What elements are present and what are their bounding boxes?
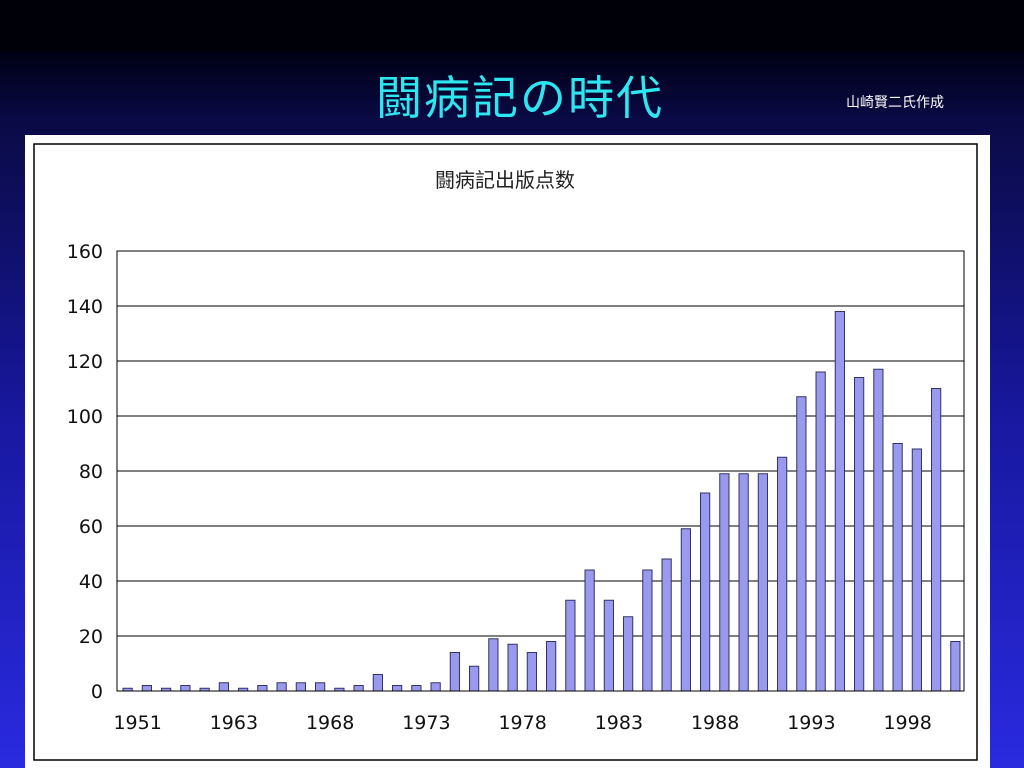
bar [719,473,730,692]
bar [180,685,191,692]
bar [950,641,961,692]
bar [738,473,749,692]
bar [700,492,711,692]
x-tick-label: 1988 [691,712,739,734]
bar [911,448,922,692]
x-tick-label: 1983 [595,712,643,734]
bar [931,388,942,692]
bar [276,682,287,692]
x-axis-ticks: 1951 1963 1968 1973 1978 1983 1988 1993 1998 [113,712,931,734]
y-tick-label: 120 [67,351,103,373]
bar [815,371,826,692]
bar [392,685,403,692]
x-tick-label: 1993 [787,712,835,734]
x-tick-label: 1963 [210,712,258,734]
bar [526,652,537,692]
chart-title: 闘病記出版点数 [435,168,575,192]
bar [546,641,557,692]
chart-panel: 闘病記出版点数 0 20 40 60 80 100 120 140 160 1951 1963 19… [25,135,990,768]
y-tick-label: 100 [67,406,103,428]
bar [873,368,884,692]
bar [295,682,306,692]
bar [623,616,634,692]
top-band [0,0,1024,52]
bar [507,643,518,692]
bar [892,443,903,692]
bar [603,599,614,692]
bar [777,456,788,692]
author-note: 山崎賢二氏作成 [846,95,944,111]
bar [565,599,576,692]
y-tick-label: 160 [67,241,103,263]
bar [430,682,441,692]
bar [315,682,326,692]
x-tick-label: 1968 [306,712,354,734]
bar [796,396,807,692]
bar [141,685,152,692]
bar [757,473,768,692]
bar [854,377,865,692]
y-tick-label: 60 [79,516,103,538]
bar [353,685,364,692]
bar [449,652,460,692]
y-tick-label: 20 [79,626,103,648]
x-tick-label: 1951 [113,712,161,734]
bar [411,685,422,692]
bar [372,674,383,692]
y-axis-ticks: 0 20 40 60 80 100 120 140 160 [67,241,103,703]
bar [488,638,499,692]
y-tick-label: 0 [91,681,103,703]
bar [680,528,691,692]
y-tick-label: 80 [79,461,103,483]
y-tick-label: 40 [79,571,103,593]
x-tick-label: 1998 [883,712,931,734]
bar [218,682,229,692]
bar [642,569,653,692]
bar [257,685,268,692]
bar [584,569,595,692]
bar [469,665,480,692]
bar [834,311,845,692]
x-tick-label: 1978 [498,712,546,734]
bar-series [122,311,961,692]
bar [661,558,672,692]
y-tick-label: 140 [67,296,103,318]
plot-area [116,250,965,692]
x-tick-label: 1973 [402,712,450,734]
slide-title: 闘病記の時代 [376,71,664,125]
